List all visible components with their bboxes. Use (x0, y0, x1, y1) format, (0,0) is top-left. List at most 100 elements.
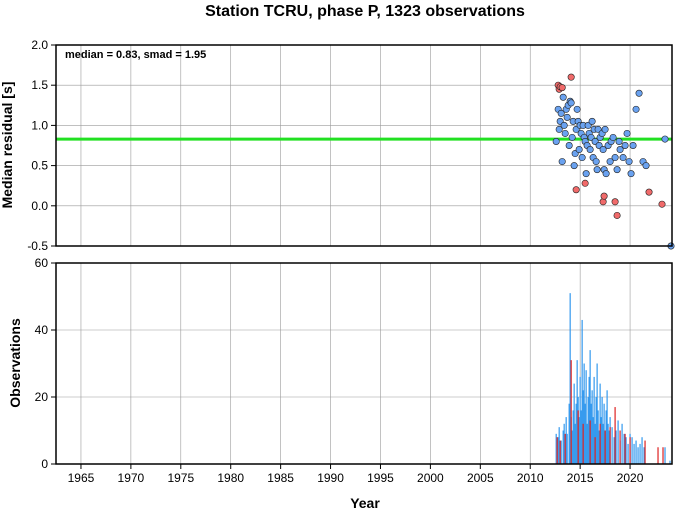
residual-y-ticks: 2.0 1.5 1.0 0.5 0.0 -0.5 (27, 38, 56, 253)
observation-bar-blue (587, 397, 589, 464)
residual-point-blue (619, 154, 627, 162)
x-tick-label: 2000 (417, 471, 444, 485)
residual-point-blue (625, 158, 633, 166)
residual-point-blue (609, 133, 617, 141)
residual-point-blue (613, 166, 621, 174)
x-tick-label: 2020 (617, 471, 644, 485)
residual-panel: 2.0 1.5 1.0 0.5 0.0 -0.5 median = 0.83, smad … (0, 38, 675, 253)
observation-bar-red (577, 410, 579, 464)
observation-bar-blue (575, 403, 577, 464)
residual-point-blue (561, 129, 569, 137)
residual-point-blue (560, 121, 568, 129)
residual-point-blue (563, 113, 571, 121)
residual-point-blue (642, 162, 650, 170)
observation-bar-blue (600, 417, 602, 464)
observation-bar-red (614, 407, 616, 464)
observation-bar-blue (643, 447, 645, 464)
residual-points (552, 73, 675, 250)
residual-y-axis-label: Median residual [s] (0, 82, 15, 209)
residual-point-blue (586, 146, 594, 154)
x-tick-label: 1980 (217, 471, 244, 485)
observation-bar-red (570, 360, 572, 464)
residual-point-blue (599, 146, 607, 154)
x-tick-label: 2005 (467, 471, 494, 485)
x-tick-label: 2015 (567, 471, 594, 485)
x-tick-label: 1990 (317, 471, 344, 485)
residual-point-blue (601, 125, 609, 133)
observation-bar-blue (562, 430, 564, 464)
residual-point-blue (559, 93, 567, 101)
observation-bar-blue (583, 363, 585, 464)
observation-bar-blue (572, 410, 574, 464)
observation-bar-blue (568, 403, 570, 464)
observation-bar-red (564, 433, 566, 464)
observation-bar-red (644, 440, 646, 464)
residual-point-red (567, 73, 575, 81)
observation-bar-blue (586, 423, 588, 464)
observation-bar-blue (625, 437, 627, 464)
observation-bar-red (556, 437, 558, 464)
residual-panel-frame (55, 44, 673, 247)
x-tick-label: 2010 (517, 471, 544, 485)
observations-y-ticks: 60 40 20 0 (35, 256, 56, 471)
x-tick-label: 1970 (118, 471, 145, 485)
residual-point-red (611, 198, 619, 206)
observation-bar-blue (615, 430, 617, 464)
observation-bar-blue (633, 443, 635, 464)
observation-bar-blue (598, 430, 600, 464)
observation-bar-red (559, 440, 561, 464)
observation-bar-blue (578, 417, 580, 464)
observation-bar-blue (611, 427, 613, 464)
residual-point-blue (588, 117, 596, 125)
residual-point-blue (632, 105, 640, 113)
observation-bar-blue (617, 420, 619, 464)
residual-point-blue (629, 142, 637, 150)
observation-bar-blue (563, 423, 565, 464)
observation-bar-blue (601, 397, 603, 464)
residual-point-blue (661, 135, 669, 143)
residual-point-blue (552, 137, 560, 145)
residual-point-blue (616, 146, 624, 154)
residual-point-blue (570, 162, 578, 170)
residual-point-blue (568, 133, 576, 141)
observation-bar-blue (664, 447, 666, 464)
residual-point-red (572, 186, 580, 194)
observation-bar-blue (574, 423, 576, 464)
observation-bar-blue (584, 403, 586, 464)
observation-bar-red (662, 447, 664, 464)
y-tick-label: 40 (35, 323, 49, 337)
y-tick-label: 0.0 (31, 199, 48, 213)
observation-bar-blue (558, 427, 560, 464)
observation-bar-blue (608, 430, 610, 464)
residual-point-blue (592, 158, 600, 166)
residual-point-red (599, 198, 607, 206)
observation-bar-blue (631, 437, 633, 464)
observation-bars (555, 293, 671, 464)
residual-point-red (613, 211, 621, 219)
residual-point-red (658, 200, 666, 208)
observation-bar-blue (590, 403, 592, 464)
observation-bar-blue (595, 397, 597, 464)
observation-bar-blue (597, 410, 599, 464)
observation-bar-blue (560, 440, 562, 464)
observation-bar-red (599, 423, 601, 464)
year-x-axis-label: Year (350, 495, 380, 511)
residual-point-blue (575, 146, 583, 154)
observation-bar-blue (581, 319, 583, 464)
y-tick-label: 1.0 (31, 118, 48, 132)
observation-bar-blue (576, 360, 578, 464)
observation-bar-blue (596, 363, 598, 464)
observation-bar-red (604, 430, 606, 464)
residual-point-blue (606, 158, 614, 166)
residual-point-blue (565, 142, 573, 150)
observation-bar-blue (589, 350, 591, 464)
observation-bar-blue (602, 423, 604, 464)
y-tick-label: -0.5 (27, 239, 48, 253)
observation-bar-blue (603, 403, 605, 464)
residual-point-blue (615, 137, 623, 145)
y-tick-label: 20 (35, 390, 49, 404)
observation-bar-blue (566, 433, 568, 464)
residual-point-blue (555, 125, 563, 133)
y-tick-label: 0.5 (31, 159, 48, 173)
